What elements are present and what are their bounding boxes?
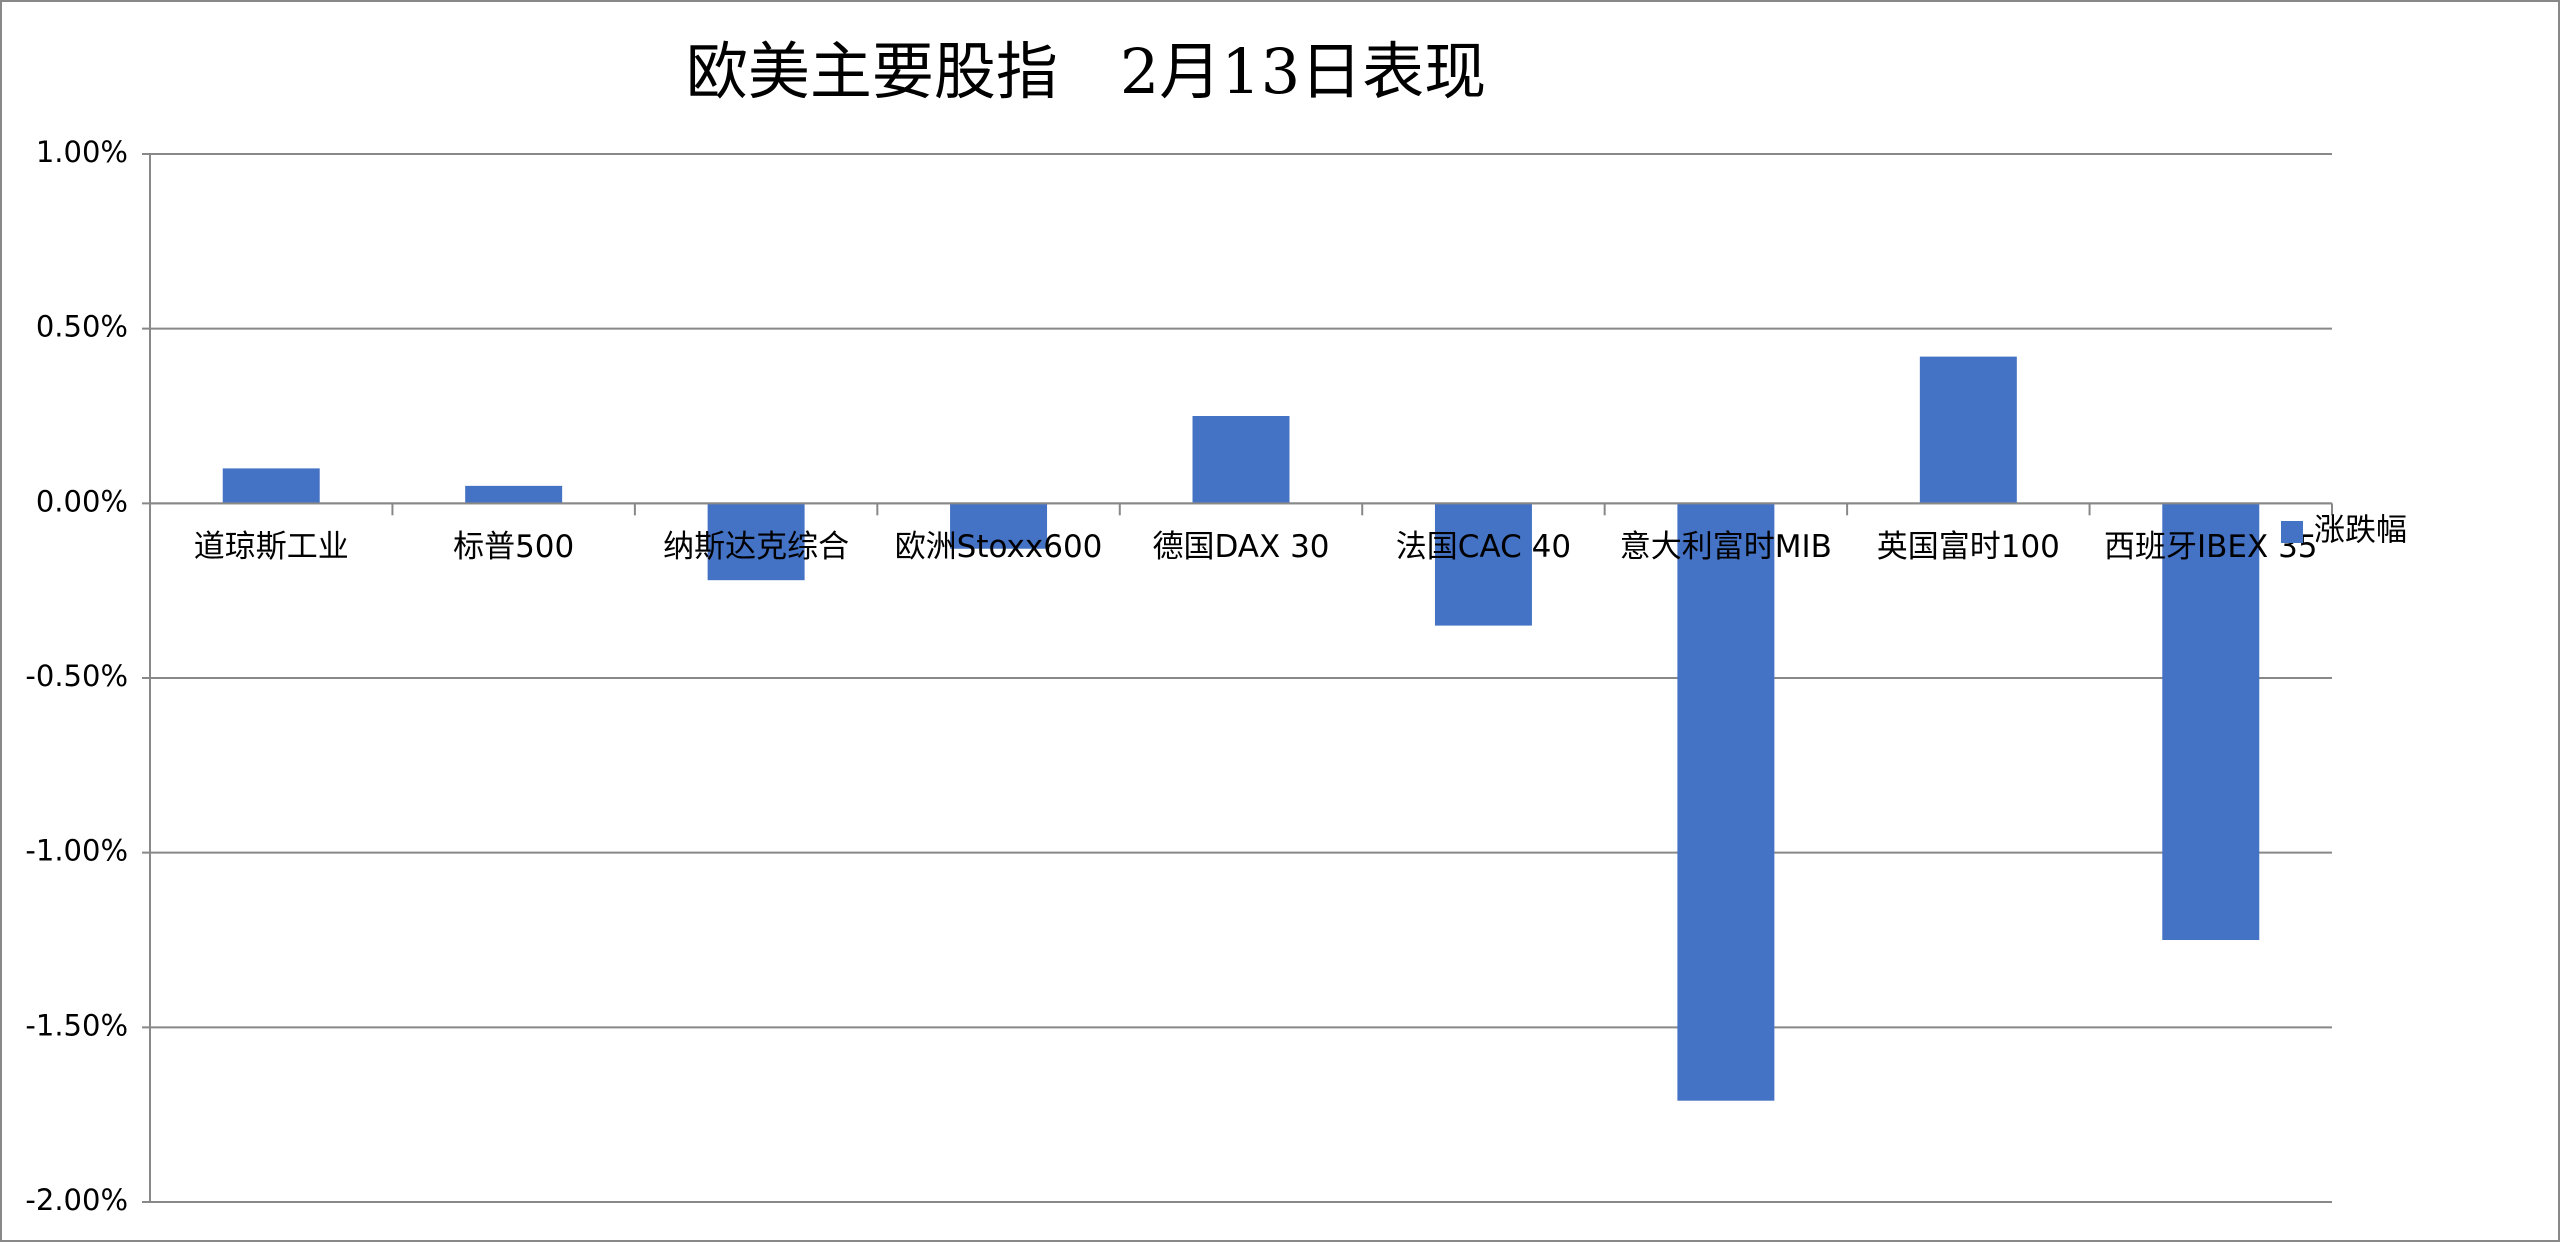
y-tick-label: 1.00%	[36, 135, 128, 169]
y-tick-label: -1.50%	[25, 1008, 128, 1042]
y-tick-label: 0.00%	[36, 484, 128, 518]
x-tick-label: 标普500	[453, 529, 574, 565]
x-tick-label: 意大利富时MIB	[1620, 529, 1832, 565]
x-tick-label: 欧洲Stoxx600	[895, 529, 1103, 565]
chart-title: 欧美主要股指 2月13日表现	[686, 35, 1486, 108]
legend-swatch	[2281, 521, 2303, 543]
x-tick-label: 纳斯达克综合	[663, 529, 849, 565]
x-tick-label: 道琼斯工业	[194, 529, 349, 565]
x-tick-label: 法国CAC 40	[1396, 529, 1571, 565]
y-tick-label: 0.50%	[36, 310, 128, 344]
x-tick-label: 英国富时100	[1877, 529, 2060, 565]
bar	[707, 503, 805, 581]
bar	[222, 468, 320, 504]
bar	[1434, 503, 1532, 626]
bar	[950, 503, 1048, 549]
legend-label: 涨跌幅	[2314, 513, 2407, 549]
x-tick-label: 德国DAX 30	[1152, 529, 1329, 565]
y-tick-label: -1.00%	[25, 834, 128, 868]
bar	[2162, 503, 2260, 940]
y-tick-label: -0.50%	[25, 659, 128, 693]
bar	[1677, 503, 1775, 1101]
y-tick-label: -2.00%	[25, 1183, 128, 1217]
bar	[1192, 416, 1290, 504]
bar	[465, 485, 563, 504]
bar	[1919, 356, 2017, 504]
